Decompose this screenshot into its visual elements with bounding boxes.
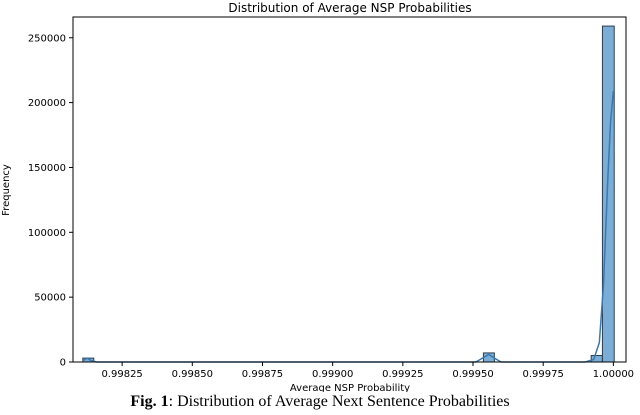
y-tick-label-2: 100000 bbox=[28, 228, 66, 239]
x-tick-label-3: 0.99900 bbox=[312, 369, 353, 380]
plot-frame bbox=[72, 16, 627, 363]
kde-curve bbox=[82, 90, 615, 363]
figure-caption: Fig. 1: Distribution of Average Next Sen… bbox=[0, 393, 640, 411]
histogram-bar-2 bbox=[590, 355, 603, 363]
y-axis-label: Frequency bbox=[1, 164, 12, 216]
x-tick-label-2: 0.99875 bbox=[242, 369, 283, 380]
histogram-chart: Distribution of Average NSP Probabilitie… bbox=[1, 1, 634, 392]
x-tick-label-0: 0.99825 bbox=[101, 369, 142, 380]
figure-caption-text: : Distribution of Average Next Sentence … bbox=[168, 393, 510, 410]
figure-label: Fig. 1 bbox=[130, 393, 169, 410]
y-tick-label-5: 250000 bbox=[28, 33, 66, 44]
x-tick-label-7: 1.00000 bbox=[593, 369, 634, 380]
x-tick-label-6: 0.99975 bbox=[523, 369, 564, 380]
y-tick-label-0: 0 bbox=[60, 358, 66, 369]
y-tick-label-3: 150000 bbox=[28, 163, 66, 174]
y-tick-label-4: 200000 bbox=[28, 98, 66, 109]
chart-marks bbox=[82, 25, 615, 363]
chart-axes: 0.99825 0.99850 0.99875 0.99900 0.99925 0.999… bbox=[28, 16, 634, 380]
histogram-bar-3 bbox=[601, 25, 615, 363]
chart-title: Distribution of Average NSP Probabilitie… bbox=[228, 1, 471, 15]
x-axis-label: Average NSP Probability bbox=[290, 383, 410, 392]
x-tick-label-5: 0.99950 bbox=[452, 369, 493, 380]
x-tick-label-1: 0.99850 bbox=[172, 369, 213, 380]
y-tick-label-1: 50000 bbox=[34, 293, 66, 304]
x-tick-label-4: 0.99925 bbox=[382, 369, 423, 380]
